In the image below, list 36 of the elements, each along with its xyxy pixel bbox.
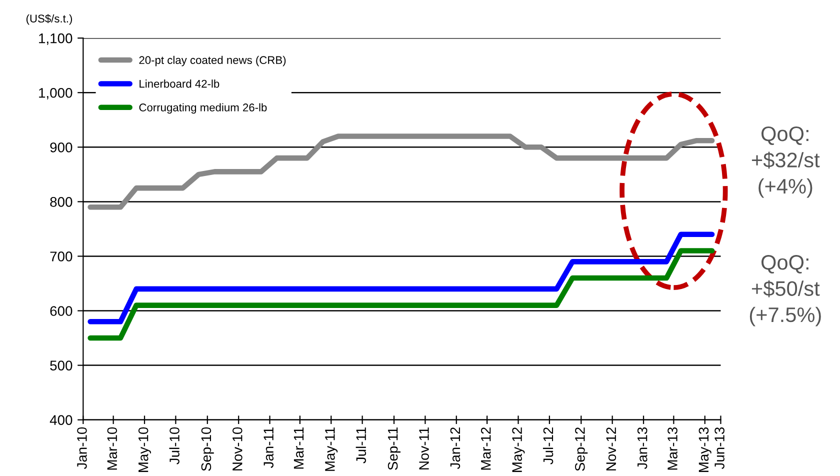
- x-tick-label: Jan-11: [264, 427, 274, 468]
- x-tick-label: Jan-12: [450, 427, 460, 470]
- text: QoQ: +$50/st (+7.5%): [750, 254, 821, 326]
- x-tick-label: Mar-12: [480, 427, 491, 470]
- x-tick-label: Sep-10: [201, 427, 214, 471]
- y-tick-label: 400: [50, 415, 72, 425]
- x-tick-label: May-11: [325, 427, 338, 471]
- y-tick-label: 1,000: [39, 88, 72, 100]
- x-tick-label: Jun-13: [714, 427, 724, 470]
- x-tick-label: Nov-10: [232, 427, 242, 470]
- x-tick-label: Jul-12: [542, 427, 554, 464]
- y-tick-label: 1,100: [39, 33, 72, 45]
- x-tick-label: Mar-11: [294, 427, 304, 469]
- x-tick-label: Mar-13: [668, 427, 678, 470]
- x-tick-label: Jul-11: [356, 427, 366, 464]
- y-axis-title: (US$/s.t.): [26, 14, 72, 25]
- legend-label: Linerboard 42-lb: [140, 80, 220, 88]
- x-tick-label: May-12: [512, 427, 525, 472]
- y-tick-label: 700: [50, 252, 72, 262]
- x-tick-label: Nov-12: [606, 427, 616, 470]
- x-tick-label: Nov-11: [419, 427, 429, 470]
- text: QoQ: +$32/st (+4%): [752, 126, 820, 198]
- y-tick-label: 600: [50, 306, 72, 316]
- x-tick-label: Sep-11: [388, 427, 400, 470]
- legend-label: Corrugating medium 26-lb: [139, 103, 267, 114]
- y-tick-label: 800: [50, 197, 72, 207]
- x-tick-label: Jan-10: [77, 427, 87, 470]
- y-tick-label: 500: [50, 360, 72, 370]
- y-tick-label: 900: [50, 142, 72, 152]
- x-tick-label: Sep-12: [575, 427, 588, 471]
- legend-label: 20-pt clay coated news (CRB): [139, 56, 286, 66]
- x-tick-label: Jan-13: [637, 427, 648, 470]
- x-tick-label: May-10: [138, 427, 151, 472]
- x-tick-label: Mar-10: [107, 427, 118, 470]
- x-tick-label: Jul-10: [169, 427, 180, 464]
- x-tick-label: May-13: [698, 427, 712, 472]
